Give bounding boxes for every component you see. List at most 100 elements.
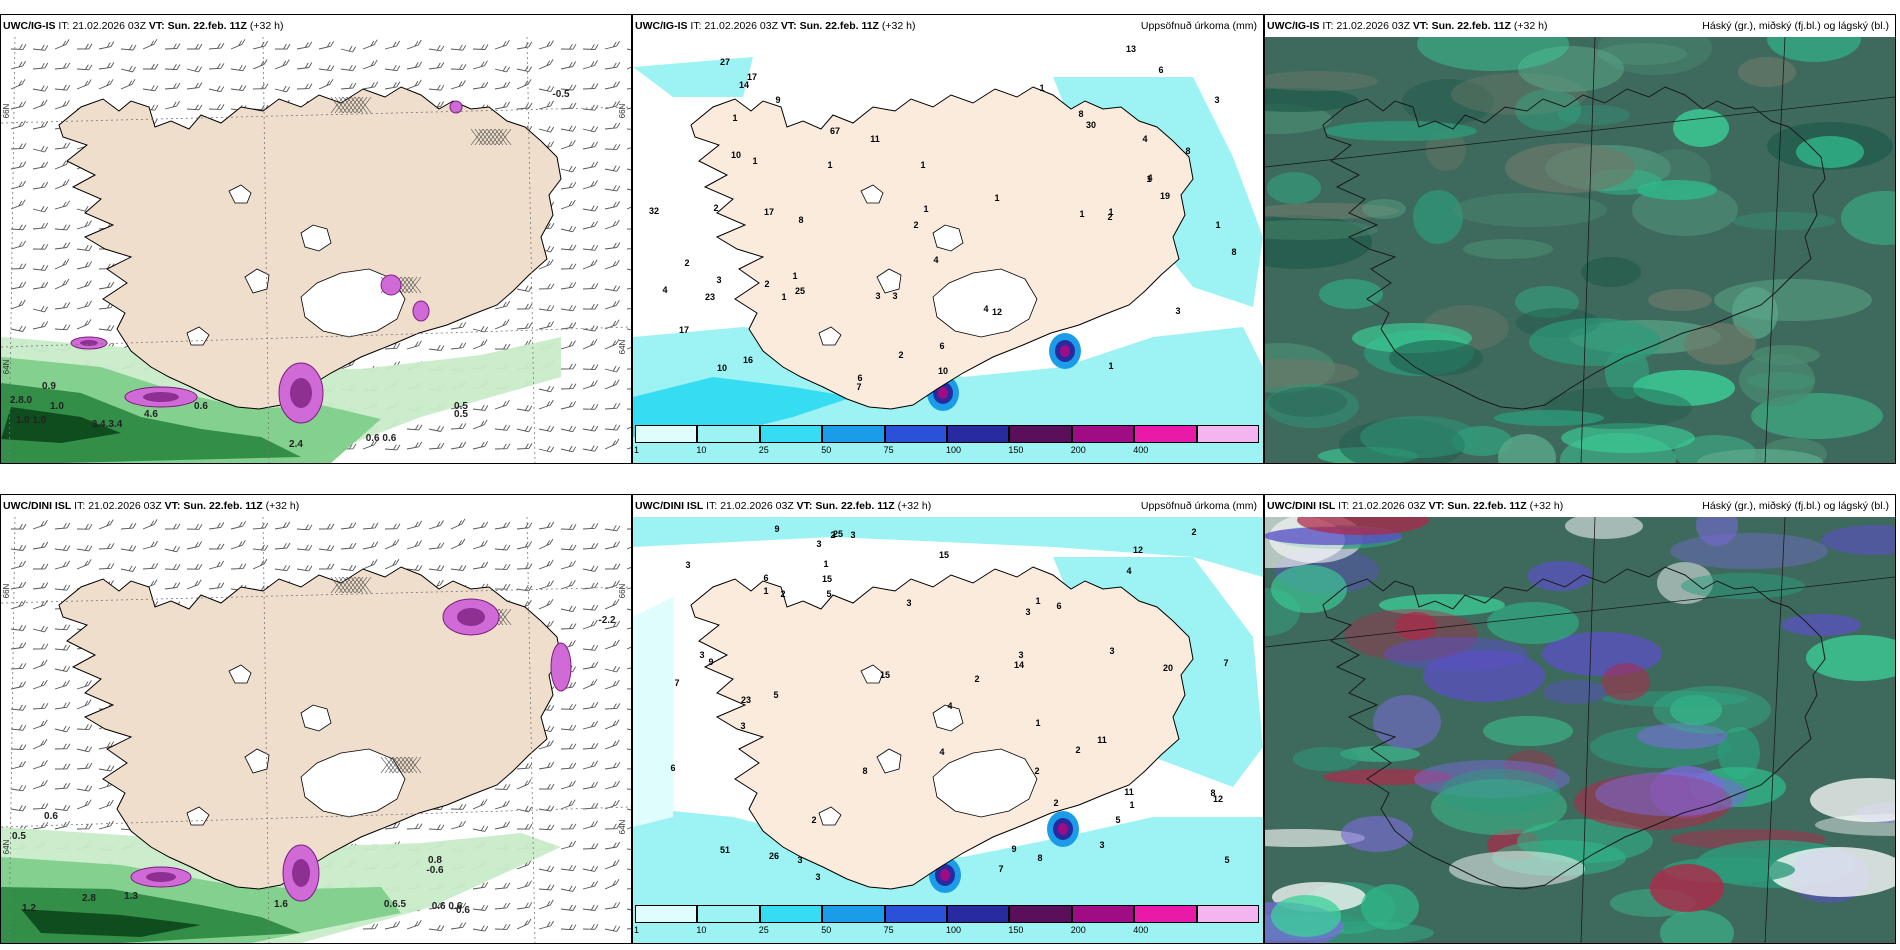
model: UWC/DINI ISL — [1267, 500, 1336, 512]
value-label: 4 — [662, 285, 667, 295]
value-label: 2 — [1075, 745, 1080, 755]
legend-tick: 50 — [821, 445, 832, 455]
vt-label: VT: — [1412, 20, 1429, 32]
glacier — [244, 268, 270, 294]
value-label: 0.6.5 — [384, 899, 407, 910]
panel-header: UWC/DINI ISL IT: 21.02.2026 03Z VT: Sun.… — [1265, 495, 1895, 517]
glacier — [300, 268, 406, 338]
wind-map: 0.9 2.8.0 1.01.0 1.0 3.4.3.4 4.6 0.6 0.5 0.6 0.… — [1, 37, 631, 463]
value-label: 1.6 — [274, 899, 288, 910]
value-label: 5 — [826, 589, 831, 599]
legend-tick: 150 — [1008, 445, 1024, 455]
value-label: 4 — [1126, 566, 1131, 576]
cloud-map — [1265, 37, 1895, 463]
vt-label: VT: — [796, 500, 813, 512]
value-label: 1.0 — [50, 401, 64, 412]
value-label: 1 — [1215, 220, 1220, 230]
vt-label: VT: — [1428, 500, 1445, 512]
value-label: 2 — [811, 815, 816, 825]
value-label: 0.9 — [42, 381, 56, 392]
value-label: 1.0 1.0 — [16, 415, 47, 426]
lat-lon-grid — [1, 517, 631, 943]
negative-values — [70, 100, 463, 424]
glacier — [876, 268, 902, 294]
iceland-outline — [1322, 86, 1826, 410]
axis-label: 64N — [618, 819, 627, 834]
value-label: 8 — [798, 215, 803, 225]
hatch-areas — [330, 576, 512, 774]
value-label: 4 — [983, 304, 988, 314]
legend-tick: 200 — [1070, 445, 1086, 455]
axis-label: 64N — [2, 359, 11, 374]
value-label: 1 — [1146, 174, 1151, 184]
value-label: 30 — [1086, 120, 1096, 130]
vt-value: Sun. 22.feb. 11Z — [167, 20, 247, 32]
value-label: 8 — [862, 766, 867, 776]
value-label: 2 — [830, 530, 835, 540]
value-label: 4 — [947, 701, 952, 711]
value-label: 0.5 — [454, 409, 468, 420]
value-label: 2 — [764, 279, 769, 289]
value-label: 9 — [775, 95, 780, 105]
it-value: 21.02.2026 03Z — [704, 20, 778, 32]
value-label: 3 — [699, 650, 704, 660]
legend-swatch — [635, 425, 698, 443]
it-label: IT: — [706, 500, 718, 512]
iceland-outline — [1322, 566, 1826, 890]
value-label: -0.6 — [426, 865, 444, 876]
legend-tick: 150 — [1008, 925, 1024, 935]
value-label: 3 — [892, 291, 897, 301]
glacier — [818, 326, 842, 346]
value-label: 2 — [1107, 212, 1112, 222]
value-label: 1.3 — [124, 891, 138, 902]
value-label: 1.2 — [22, 903, 36, 914]
value-label: 14 — [739, 80, 749, 90]
legend-swatch — [1071, 905, 1135, 923]
value-label: 1 — [1108, 207, 1113, 217]
value-label: 12 — [992, 307, 1002, 317]
vt-value: Sun. 22.feb. 11Z — [183, 500, 263, 512]
glacier — [186, 326, 210, 346]
it-value: 21.02.2026 03Z — [720, 500, 794, 512]
value-label: 3 — [906, 598, 911, 608]
lead: (+32 h) — [265, 500, 300, 512]
panel-title: UWC/DINI ISL IT: 21.02.2026 03Z VT: Sun.… — [3, 495, 299, 517]
field-title: Háský (gr.), miðský (fj.bl.) og lágský (… — [1702, 20, 1889, 32]
glacier — [228, 184, 252, 204]
panel-title: UWC/DINI ISL IT: 21.02.2026 03Z VT: Sun.… — [635, 495, 931, 517]
glacier — [876, 748, 902, 774]
value-label: 4 — [939, 747, 944, 757]
value-label: 19 — [1160, 191, 1170, 201]
value-label: 15 — [880, 670, 890, 680]
legend-tick: 10 — [696, 445, 707, 455]
legend-tick: 400 — [1133, 925, 1149, 935]
value-label: 17 — [679, 325, 689, 335]
cloud-layers — [1265, 517, 1895, 943]
panel-header: UWC/IG-IS IT: 21.02.2026 03Z VT: Sun. 22… — [1, 15, 631, 37]
value-label: 1 — [1035, 718, 1040, 728]
value-label: 23 — [741, 695, 751, 705]
value-label: 51 — [720, 845, 730, 855]
map-panel-clouds-igis: UWC/IG-IS IT: 21.02.2026 03Z VT: Sun. 22… — [1264, 14, 1896, 464]
axis-label: 66N — [2, 583, 11, 598]
value-label: 2.8 — [82, 893, 96, 904]
vt-value: Sun. 22.feb. 11Z — [815, 500, 895, 512]
glacier — [300, 704, 332, 732]
value-label: 1 — [763, 586, 768, 596]
legend-swatch — [697, 425, 760, 443]
value-label: 1 — [792, 271, 797, 281]
value-label: 3 — [1109, 646, 1114, 656]
value-label: 3 — [740, 721, 745, 731]
legend-tick: 200 — [1070, 925, 1086, 935]
legend-swatch — [947, 425, 1010, 443]
it-value: 21.02.2026 03Z — [1336, 20, 1410, 32]
map-panel-precip-dini: UWC/DINI ISL IT: 21.02.2026 03Z VT: Sun.… — [632, 494, 1264, 944]
precip-legend: 1 10 25 50 75 100 150 200 400 — [634, 425, 1261, 461]
value-label: 2 — [974, 674, 979, 684]
value-label: 8 — [1210, 788, 1215, 798]
it-label: IT: — [74, 500, 86, 512]
map-panel-clouds-dini: UWC/DINI ISL IT: 21.02.2026 03Z VT: Sun.… — [1264, 494, 1896, 944]
panel-title: UWC/IG-IS IT: 21.02.2026 03Z VT: Sun. 22… — [3, 15, 283, 37]
legend-swatch — [759, 425, 823, 443]
panel-header: UWC/IG-IS IT: 21.02.2026 03Z VT: Sun. 22… — [633, 15, 1263, 37]
